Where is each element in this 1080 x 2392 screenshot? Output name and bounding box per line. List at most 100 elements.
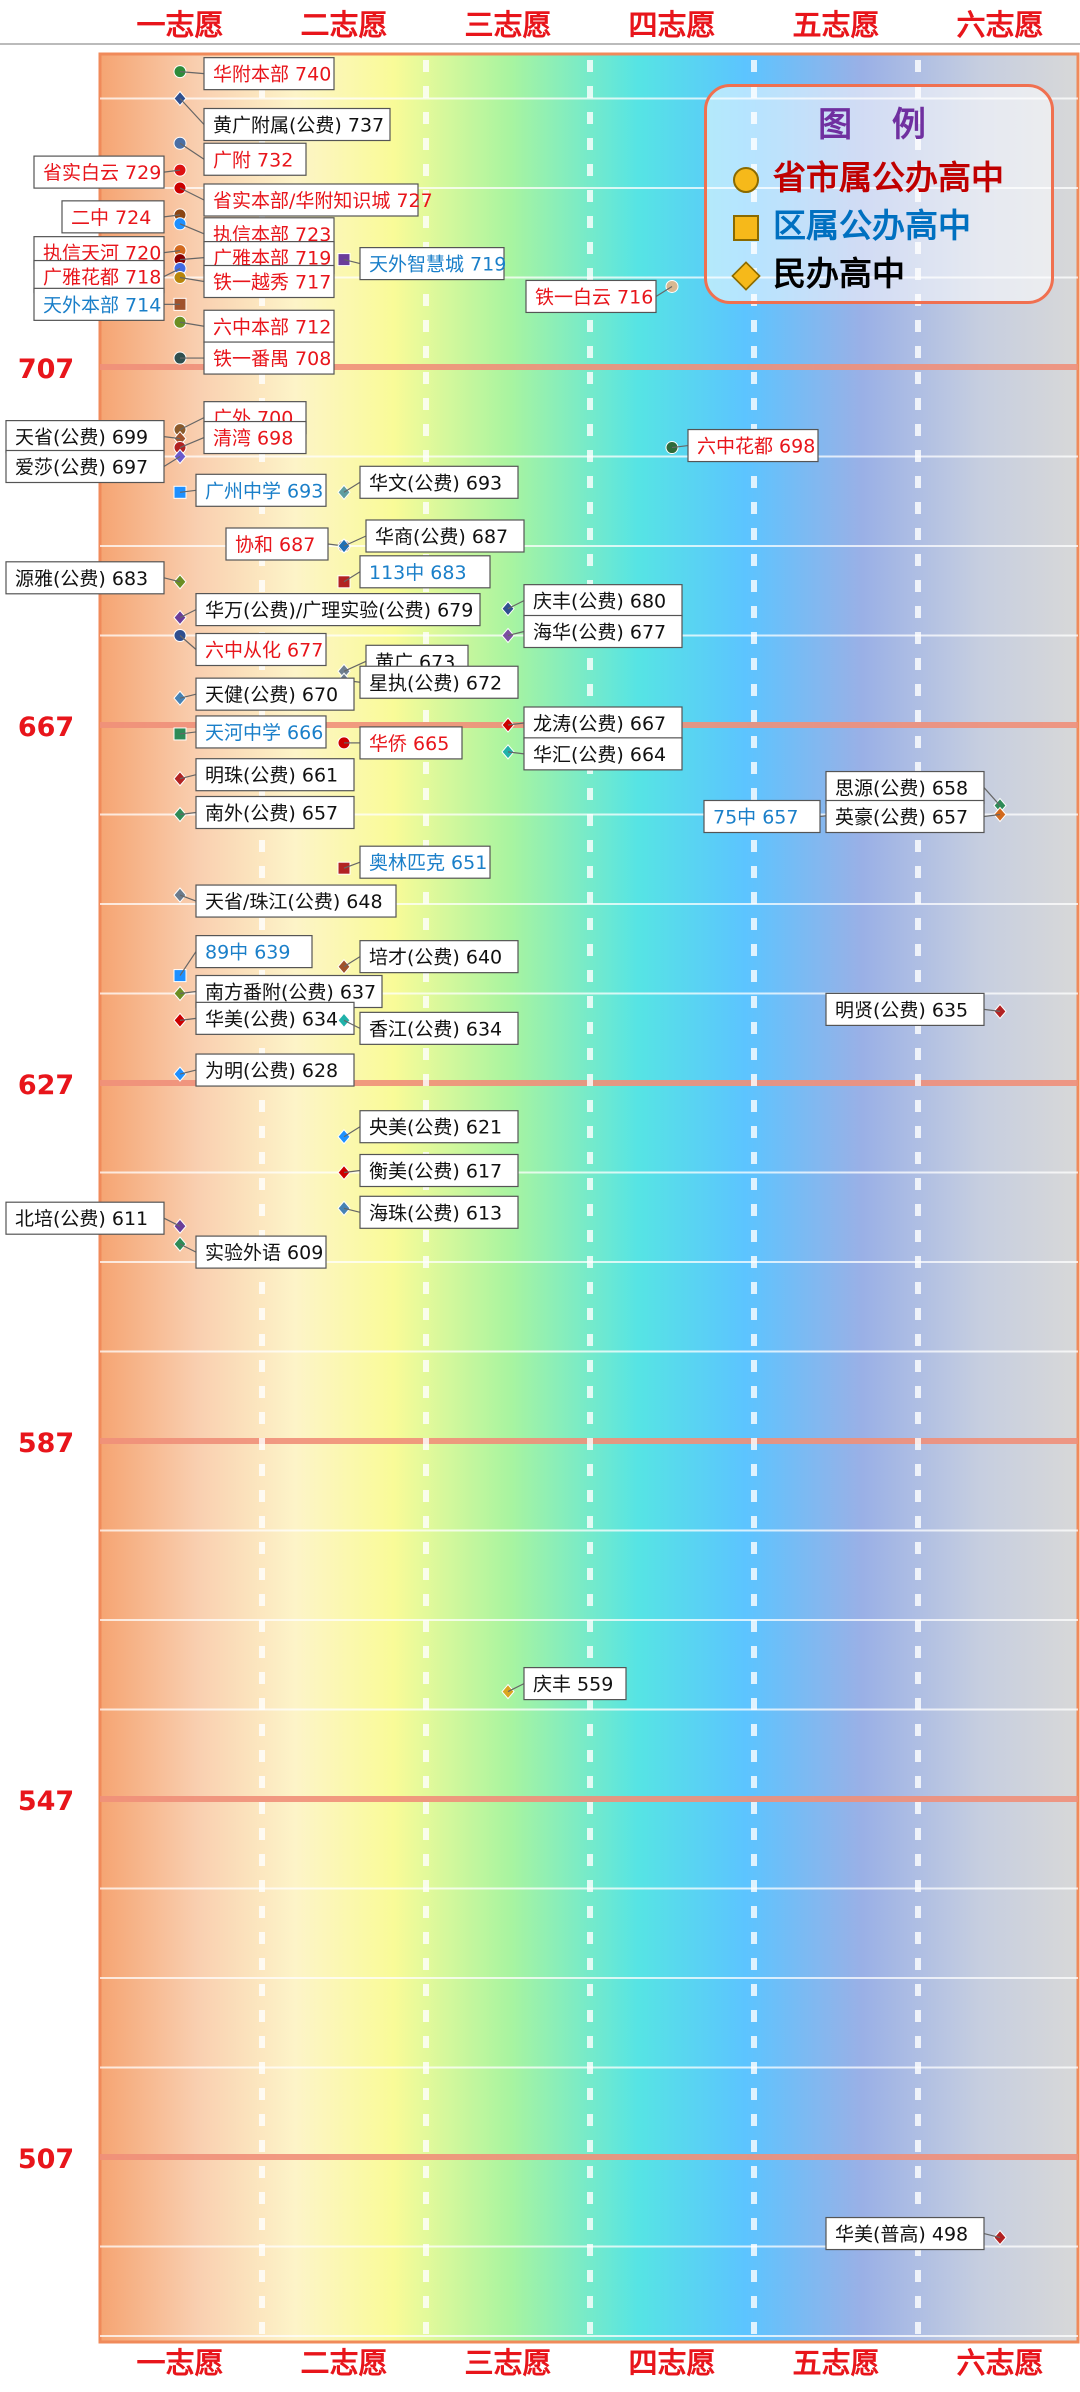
leader-line — [507, 1683, 525, 1693]
point-label: 央美(公费) 621 — [369, 1117, 502, 1139]
label-box — [225, 527, 329, 561]
label-box — [203, 57, 335, 91]
label-box — [359, 1153, 519, 1188]
leader-line — [179, 257, 205, 261]
data-point: 二中 724 — [61, 200, 187, 234]
data-point: 铁一越秀 717 — [173, 264, 335, 299]
data-point: 海珠(公费) 613 — [337, 1195, 519, 1229]
legend-title: 图 例 — [818, 105, 940, 145]
label-box — [5, 420, 165, 454]
y-tick-label: 627 — [18, 1070, 74, 1101]
data-point: 广附 732 — [173, 136, 307, 176]
column-footer: 三志愿 — [464, 2346, 552, 2380]
leader-line — [179, 1243, 197, 1253]
point-label: 华文(公费) 693 — [369, 472, 502, 494]
point-label: 南方番附(公费) 637 — [205, 982, 376, 1004]
point-label: 华美(普高) 498 — [835, 2224, 968, 2246]
label-box — [203, 264, 335, 299]
data-point: 六中本部 712 — [173, 309, 335, 343]
data-point: 明珠(公费) 661 — [173, 758, 355, 792]
leader-line — [507, 600, 525, 610]
data-point: 奥林匹克 651 — [337, 845, 491, 879]
data-point: 思源(公费) 658 — [825, 770, 1007, 814]
label-box — [195, 795, 355, 830]
data-point: 113中 683 — [337, 555, 491, 589]
label-box — [195, 592, 481, 627]
leader-line — [179, 489, 197, 493]
point-label: 英豪(公费) 657 — [835, 807, 968, 829]
label-box — [195, 632, 327, 667]
data-point: 省实本部/华附知识城 727 — [173, 181, 433, 217]
y-tick-label: 707 — [18, 354, 74, 385]
data-point: 华万(公费)/广理实验(公费) 679 — [173, 592, 481, 627]
column-footer: 二志愿 — [300, 2346, 388, 2380]
leader-line — [163, 268, 181, 278]
label-box — [359, 726, 463, 760]
data-point: 星执(公费) 672 — [337, 665, 519, 699]
label-box — [359, 1011, 519, 1045]
point-label: 庆丰 559 — [533, 1674, 613, 1696]
leader-line — [343, 481, 361, 493]
legend-item-private: 民办高中 — [731, 247, 905, 295]
label-box — [5, 1201, 165, 1235]
leader-line — [343, 535, 367, 547]
data-point: 清湾 698 — [173, 420, 307, 455]
data-point: 天省/珠江(公费) 648 — [173, 884, 397, 918]
legend-label: 区属公办高中 — [773, 206, 971, 245]
column-header: 四志愿 — [628, 8, 716, 42]
point-label: 天外智慧城 719 — [369, 254, 506, 276]
point-label: 执信本部 723 — [213, 224, 331, 246]
leader-line — [343, 1169, 361, 1174]
point-label: 明珠(公费) 661 — [205, 765, 338, 787]
data-point: 华美(普高) 498 — [825, 2216, 1007, 2251]
data-point: 华汇(公费) 664 — [501, 737, 683, 771]
data-point: 六中花都 698 — [665, 428, 819, 463]
point-label: 天省/珠江(公费) 648 — [205, 891, 383, 913]
column-header: 五志愿 — [792, 8, 880, 42]
data-point: 华美(公费) 634 — [173, 1001, 355, 1035]
leader-line — [179, 1069, 197, 1075]
chart-background — [98, 52, 1080, 2344]
label-box — [687, 428, 819, 463]
leader-line — [163, 214, 181, 218]
label-box — [359, 555, 491, 589]
label-box — [825, 2216, 985, 2251]
point-label: 为明(公费) 628 — [205, 1060, 338, 1082]
leader-line — [983, 787, 1001, 806]
point-label: 广州中学 693 — [205, 480, 323, 502]
data-point: 天健(公费) 670 — [173, 677, 355, 711]
leader-line — [163, 250, 181, 254]
point-label: 星执(公费) 672 — [369, 672, 502, 694]
label-box — [33, 155, 165, 189]
label-box — [825, 799, 985, 834]
leader-line — [343, 956, 361, 968]
data-point: 华附本部 740 — [173, 57, 335, 91]
point-label: 黄广附属(公费) 737 — [213, 115, 384, 137]
point-label: 思源(公费) 658 — [835, 778, 968, 800]
point-label: 华侨 665 — [369, 733, 449, 755]
leader-line — [655, 285, 673, 297]
label-box — [523, 737, 683, 771]
leader-line — [507, 751, 525, 755]
data-point: 89中 639 — [173, 934, 313, 983]
column-footer: 一志愿 — [136, 2346, 224, 2380]
data-point: 爱莎(公费) 697 — [5, 448, 187, 484]
leader-line — [179, 990, 197, 995]
data-point: 天省(公费) 699 — [5, 420, 187, 454]
point-label: 香江(公费) 634 — [369, 1018, 502, 1040]
label-box — [203, 107, 391, 142]
point-label: 执信天河 720 — [43, 243, 161, 265]
label-box — [359, 845, 491, 879]
data-point: 铁一白云 716 — [525, 279, 679, 314]
leader-line — [983, 2232, 1001, 2239]
point-label: 龙涛(公费) 667 — [533, 713, 666, 735]
point-label: 89中 639 — [205, 942, 290, 964]
point-label: 广雅花都 718 — [43, 267, 161, 289]
data-point: 央美(公费) 621 — [337, 1110, 519, 1145]
label-box — [525, 279, 657, 314]
leader-line — [163, 169, 181, 173]
column-header: 三志愿 — [464, 8, 552, 42]
column-footer: 五志愿 — [792, 2346, 880, 2380]
leader-line — [671, 444, 689, 449]
label-box — [825, 992, 985, 1027]
